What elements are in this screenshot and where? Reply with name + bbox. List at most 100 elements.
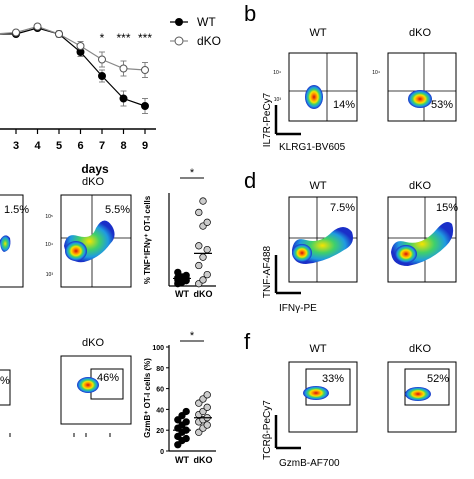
panel-b-wt-density xyxy=(305,85,323,109)
panel-d-wt-density xyxy=(292,244,312,262)
dot-dko xyxy=(203,218,211,226)
panel-f-xlabel: GzmB-AF700 xyxy=(279,458,340,469)
dot-dko xyxy=(203,421,211,429)
data-point-dko xyxy=(12,28,20,37)
panel-c-dko-density xyxy=(65,241,87,261)
panel-c-wt-pct: 1.5% xyxy=(4,204,29,216)
data-point-dko xyxy=(76,42,85,50)
x-category-label: WT xyxy=(175,455,189,465)
dot-dko xyxy=(199,197,207,205)
panel-d-dko-plot xyxy=(387,196,457,283)
panel-label-b: b xyxy=(244,1,256,26)
panel-f: f WT dKO 33% 52% TCRβ-PeCy7 GzmB-AF700 xyxy=(244,329,457,469)
data-point-wt xyxy=(98,72,106,80)
panel-b: b WT dKO 14% 10⁴ 10³ 53% 10⁴ IL7R-PeCy7 … xyxy=(244,1,457,153)
x-category-label: WT xyxy=(175,289,189,299)
dot-dko xyxy=(203,270,211,279)
x-tick-label: 7 xyxy=(99,140,105,152)
panel-f-dko-pct: 52% xyxy=(427,373,449,385)
panel-c-wt-plot-partial xyxy=(0,194,24,288)
significance-marker: *** xyxy=(116,31,130,45)
tnf-ifng-scatter: % TNF⁺IFNγ⁺ OT-I cells WT dKO * xyxy=(143,167,216,299)
x-tick-label: 5 xyxy=(56,140,62,152)
tick-label: 10³ xyxy=(274,97,282,103)
axis-ticks xyxy=(9,433,111,437)
y-tick-label: 100 xyxy=(152,345,164,352)
x-category-label: dKO xyxy=(194,289,213,299)
data-point-dko xyxy=(98,55,106,64)
panel-b-wt-pct: 14% xyxy=(333,99,355,111)
panel-e-dko-density xyxy=(77,377,99,393)
panel-f-dko-density xyxy=(405,387,431,401)
dot-dko xyxy=(195,208,203,217)
data-point-dko xyxy=(119,64,128,73)
data-point-wt xyxy=(141,102,149,110)
x-tick-label: 4 xyxy=(34,140,41,152)
data-point-wt xyxy=(119,94,128,103)
panel-e: % dKO 46% xyxy=(0,337,132,437)
panel-e-wt-pct: % xyxy=(0,375,10,387)
legend-marker-dko xyxy=(174,36,184,46)
dot-wt xyxy=(182,407,190,416)
panel-c-dko-title: dKO xyxy=(82,176,104,188)
tick-label: 10⁴ xyxy=(273,70,281,76)
dot-wt xyxy=(182,271,190,280)
panel-d-dko-pct: 15% xyxy=(436,202,458,214)
dot-dko xyxy=(195,261,203,270)
x-axis-label: days xyxy=(81,162,109,176)
panel-d-ylabel: TNF-AF488 xyxy=(262,245,273,298)
panel-d-wt-title: WT xyxy=(309,180,326,192)
data-point-dko xyxy=(33,22,42,31)
y-tick-label: 80 xyxy=(156,366,164,373)
panel-e-dko-pct: 46% xyxy=(97,372,119,384)
dot-dko xyxy=(203,391,211,399)
panel-b-dko-pct: 53% xyxy=(431,99,453,111)
panel-f-wt-title: WT xyxy=(309,343,326,355)
dot-wt xyxy=(174,268,182,277)
panel-e-dko-title: dKO xyxy=(82,337,104,349)
tick-label: 10⁵ xyxy=(45,214,53,220)
panel-d-xlabel: IFNγ-PE xyxy=(279,303,317,314)
panel-b-ylabel: IL7R-PeCy7 xyxy=(262,92,273,147)
x-tick-label: 9 xyxy=(142,140,148,152)
legend-label-wt: WT xyxy=(197,15,216,29)
panel-f-dko-title: dKO xyxy=(409,343,431,355)
panel-f-wt-pct: 33% xyxy=(322,373,344,385)
y-tick-label: 40 xyxy=(156,407,164,414)
gzmb-scatter: GzmB⁺ OT-I cells (%) 0 20 40 60 80 100 WT dKO… xyxy=(143,330,216,465)
tick-label: 10³ xyxy=(46,272,54,278)
panel-f-ylabel: TCRβ-PeCy7 xyxy=(262,400,273,460)
y-axis-label: % TNF⁺IFNγ⁺ OT-I cells xyxy=(143,195,152,284)
y-tick-label: 60 xyxy=(156,387,164,394)
panel-f-wt-density xyxy=(303,386,329,400)
dot-wt xyxy=(182,418,190,426)
panel-f-dko-gate xyxy=(404,368,450,406)
dot-dko xyxy=(199,253,207,261)
x-category-label: dKO xyxy=(194,455,213,465)
panel-f-wt-gate xyxy=(305,368,351,406)
dot-dko xyxy=(195,242,203,250)
panel-label-f: f xyxy=(244,329,251,354)
tick-label: 10⁴ xyxy=(372,70,380,76)
panel-d-dko-density xyxy=(395,245,417,263)
panel-d-wt-pct: 7.5% xyxy=(330,202,355,214)
x-tick-label: 3 xyxy=(13,140,19,152)
x-tick-label: 8 xyxy=(120,140,126,152)
panel-label-d: d xyxy=(244,168,256,193)
panel-c-wt-density xyxy=(0,235,11,252)
panel-b-dko-plot xyxy=(387,52,457,122)
data-point-dko xyxy=(55,30,63,38)
significance-marker: *** xyxy=(138,31,152,45)
dot-wt xyxy=(182,434,190,443)
panel-b-xlabel: KLRG1-BV605 xyxy=(279,142,346,153)
data-point-dko xyxy=(141,66,149,74)
legend-label-dko: dKO xyxy=(197,34,221,48)
significance-star: * xyxy=(190,167,195,179)
tick-label: 10⁴ xyxy=(45,242,53,248)
panel-b-wt-title: WT xyxy=(309,27,326,39)
x-tick-label: 6 xyxy=(77,140,83,152)
panel-d: d WT dKO 7.5% 15% TNF-AF488 IFNγ-PE xyxy=(244,168,458,314)
panel-c: 1.5% dKO 5.5% 10⁵ 10⁴ 10³ xyxy=(0,176,132,288)
panel-b-dko-title: dKO xyxy=(409,27,431,39)
